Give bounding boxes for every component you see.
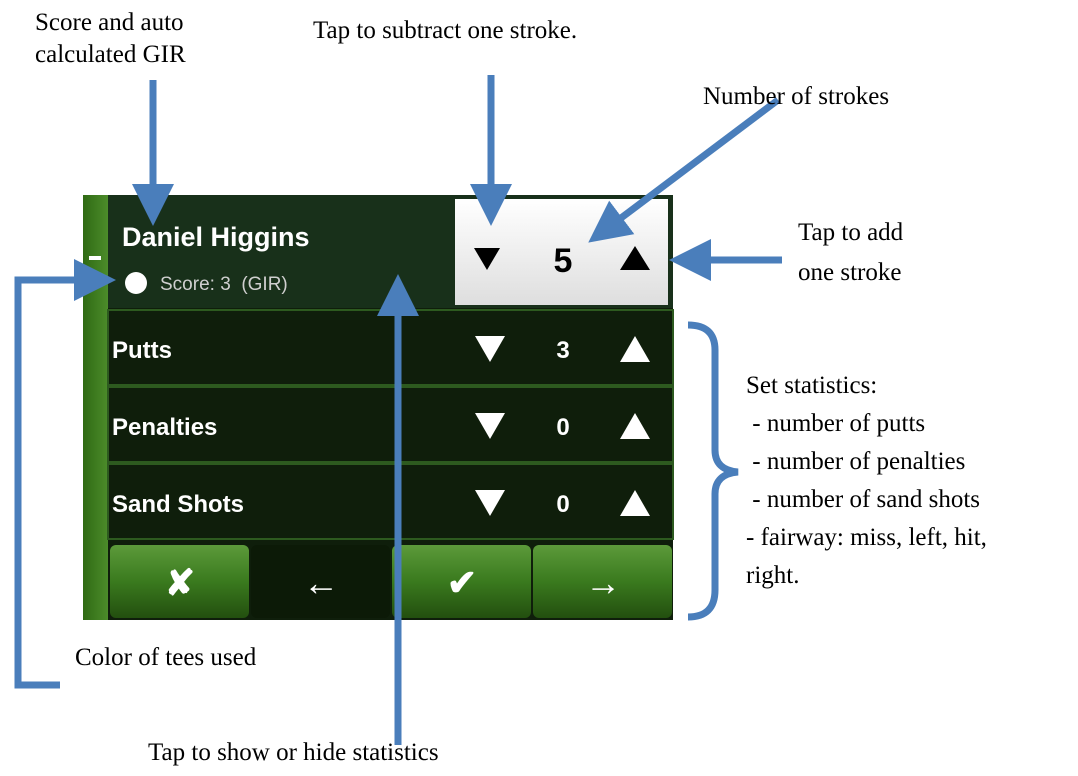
annotation-line: right. — [746, 562, 799, 589]
annotation: Number of strokes — [703, 83, 889, 110]
set-stats-annotation: Set statistics: - number of putts - numb… — [746, 372, 987, 589]
stat-label: Putts — [112, 337, 172, 364]
stat-decrement[interactable] — [475, 336, 505, 362]
stat-decrement[interactable] — [475, 413, 505, 439]
button-icon: ✔ — [447, 562, 477, 603]
stat-label: Penalties — [112, 414, 217, 441]
curly-brace — [687, 321, 739, 621]
button-icon: → — [585, 562, 621, 603]
annotation-line: Set statistics: — [746, 372, 877, 399]
stat-label: Sand Shots — [112, 491, 244, 518]
annotation: Color of tees used — [75, 644, 257, 671]
collapse-handle[interactable] — [89, 256, 101, 260]
stroke-count: 5 — [554, 242, 573, 280]
stroke-decrement[interactable] — [474, 248, 500, 270]
stat-increment[interactable] — [620, 336, 650, 362]
stat-value: 3 — [556, 337, 569, 364]
annotation: Tap to subtract one stroke. — [313, 17, 577, 44]
stat-increment[interactable] — [620, 490, 650, 516]
annotation: Tap to show or hide statistics — [148, 739, 439, 766]
action-button[interactable] — [251, 545, 390, 618]
stat-value: 0 — [556, 491, 569, 518]
arrow — [588, 97, 781, 243]
stat-rows: Putts 3 Penalties 0 Sand Shots 0 — [107, 309, 674, 540]
button-bar: ✘ ← ✔ → — [110, 545, 672, 618]
annotation: one stroke — [798, 259, 901, 286]
stat-row — [107, 309, 674, 386]
annotation-line: - fairway: miss, left, hit, — [746, 524, 987, 551]
player-name: Daniel Higgins — [122, 222, 310, 252]
annotation-line: - number of penalties — [746, 448, 965, 475]
stat-row — [107, 463, 674, 540]
action-button[interactable] — [533, 545, 672, 618]
tee-color — [125, 272, 147, 294]
action-button[interactable] — [392, 545, 531, 618]
score-text: Score: 3 (GIR) — [160, 274, 288, 295]
annotation-line: - number of putts — [746, 410, 925, 437]
stat-value: 0 — [556, 414, 569, 441]
stat-decrement[interactable] — [475, 490, 505, 516]
annotation: Score and auto — [35, 9, 184, 36]
bracket-arrow — [14, 259, 116, 689]
annotation-line: - number of sand shots — [746, 486, 980, 513]
stat-increment[interactable] — [620, 413, 650, 439]
stat-row — [107, 386, 674, 463]
annotation: calculated GIR — [35, 41, 186, 68]
callout-arrows — [14, 75, 782, 745]
button-icon: ← — [303, 562, 339, 603]
action-button[interactable] — [110, 545, 249, 618]
stroke-increment[interactable] — [620, 246, 650, 270]
button-icon: ✘ — [165, 562, 195, 603]
annotation: Tap to add — [798, 219, 904, 246]
